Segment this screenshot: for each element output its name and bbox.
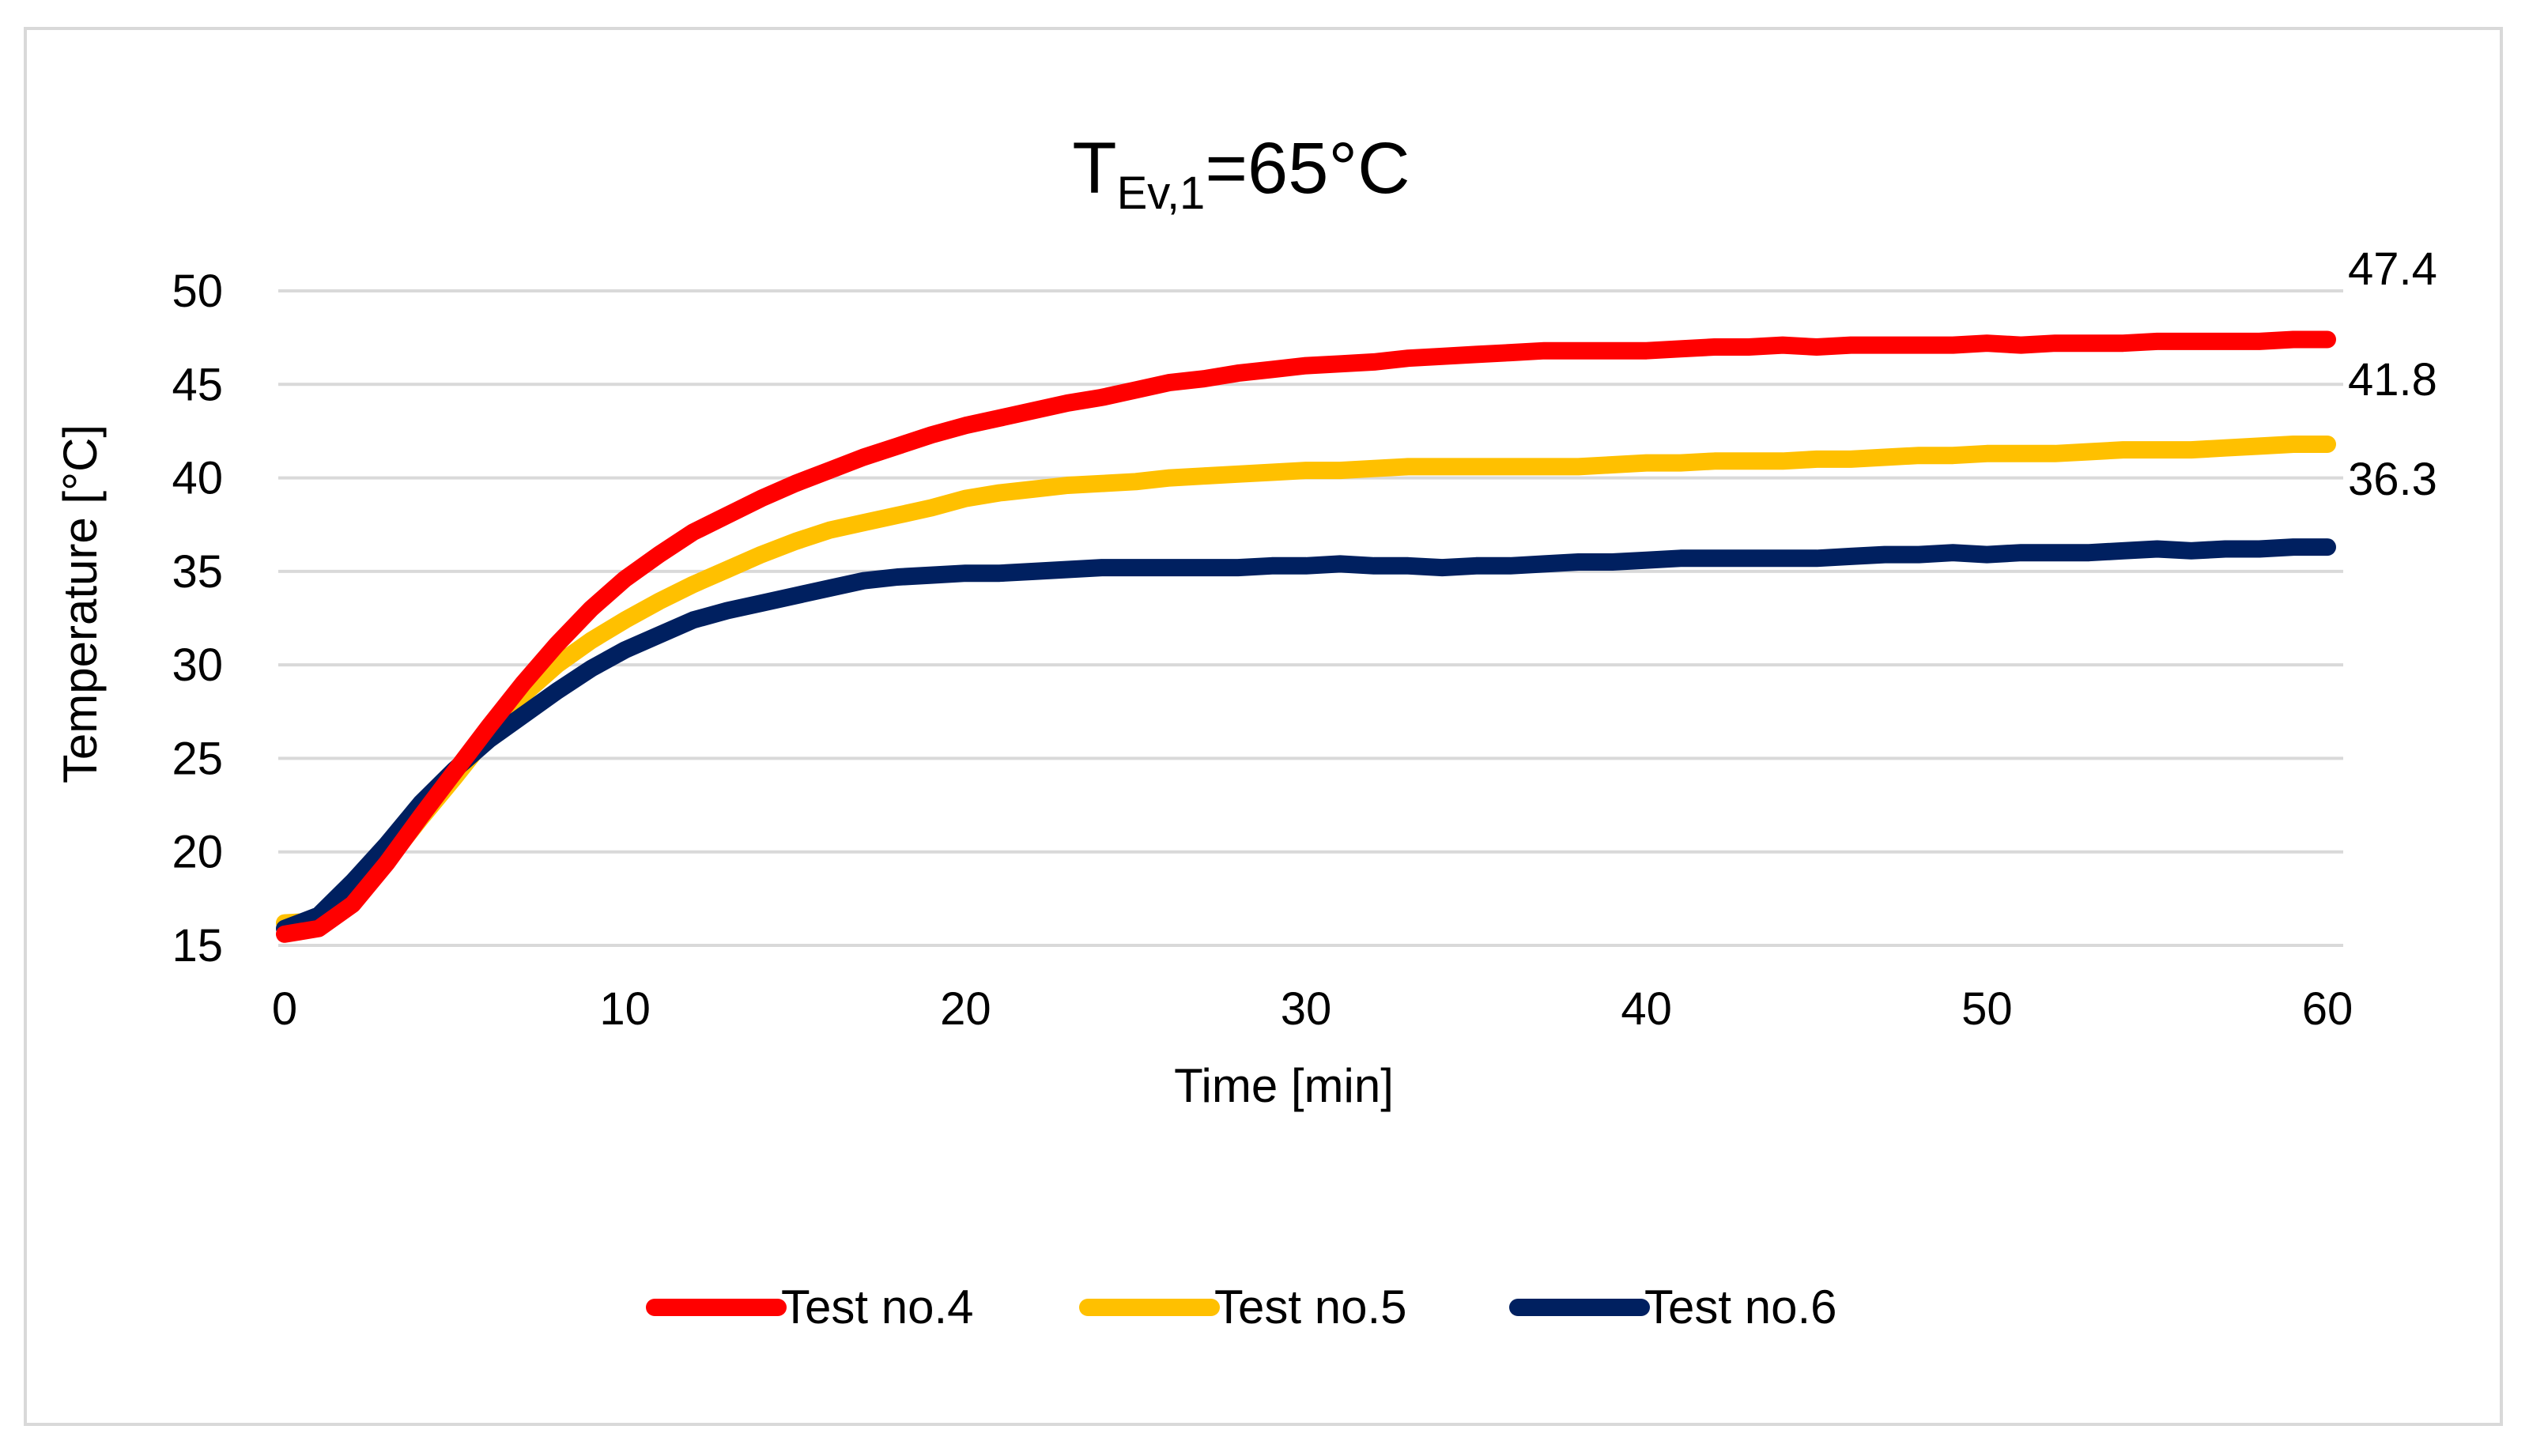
chart-title-main: T [1072,128,1116,209]
chart-title-suffix: =65°C [1205,128,1410,209]
y-tick-labels: 15 20 25 30 35 40 45 50 [172,266,223,971]
chart-title: TEv,1=65°C [1072,128,1410,219]
x-tick-label-0: 0 [272,983,297,1035]
end-label-test-no-5: 41.8 [2348,354,2437,405]
y-tick-label-25: 25 [172,733,223,784]
legend-label-test-no-6: Test no.6 [1644,1281,1837,1333]
y-axis-title: Temperature [°C] [54,424,107,783]
series-line-test-no-5 [276,436,2336,932]
series-line-test-no-4 [276,330,2336,943]
y-tick-label-35: 35 [172,546,223,598]
x-tick-labels: 0 10 20 30 40 50 60 [272,983,2353,1035]
chart-svg: TEv,1=65°C 15 20 25 30 35 40 45 50 0 10 20 30 40 50 6… [54,128,2437,1333]
x-axis-title: Time [min] [1174,1059,1394,1112]
series-lines [276,330,2336,943]
end-label-test-no-4: 47.4 [2348,243,2437,295]
y-tick-label-45: 45 [172,359,223,410]
y-tick-label-40: 40 [172,453,223,504]
y-tick-label-30: 30 [172,639,223,691]
y-tick-label-15: 15 [172,920,223,971]
end-label-test-no-6: 36.3 [2348,454,2437,505]
legend-label-test-no-4: Test no.4 [781,1281,974,1333]
y-tick-label-20: 20 [172,827,223,878]
legend-label-test-no-5: Test no.5 [1214,1281,1407,1333]
series-line-test-no-6 [276,538,2336,937]
x-tick-label-50: 50 [1961,983,2013,1035]
x-tick-label-10: 10 [599,983,651,1035]
chart-title-subscript: Ev,1 [1117,168,1206,219]
y-tick-label-50: 50 [172,266,223,317]
legend: Test no.4 Test no.5 Test no.6 [646,1281,1837,1333]
x-tick-label-30: 30 [1281,983,1332,1035]
x-tick-label-60: 60 [2302,983,2353,1035]
x-tick-label-20: 20 [940,983,991,1035]
end-labels: 47.4 41.8 36.3 [2348,243,2437,505]
x-tick-label-40: 40 [1621,983,1672,1035]
chart-frame: TEv,1=65°C 15 20 25 30 35 40 45 50 0 10 20 30 40 50 6… [24,27,2503,1426]
